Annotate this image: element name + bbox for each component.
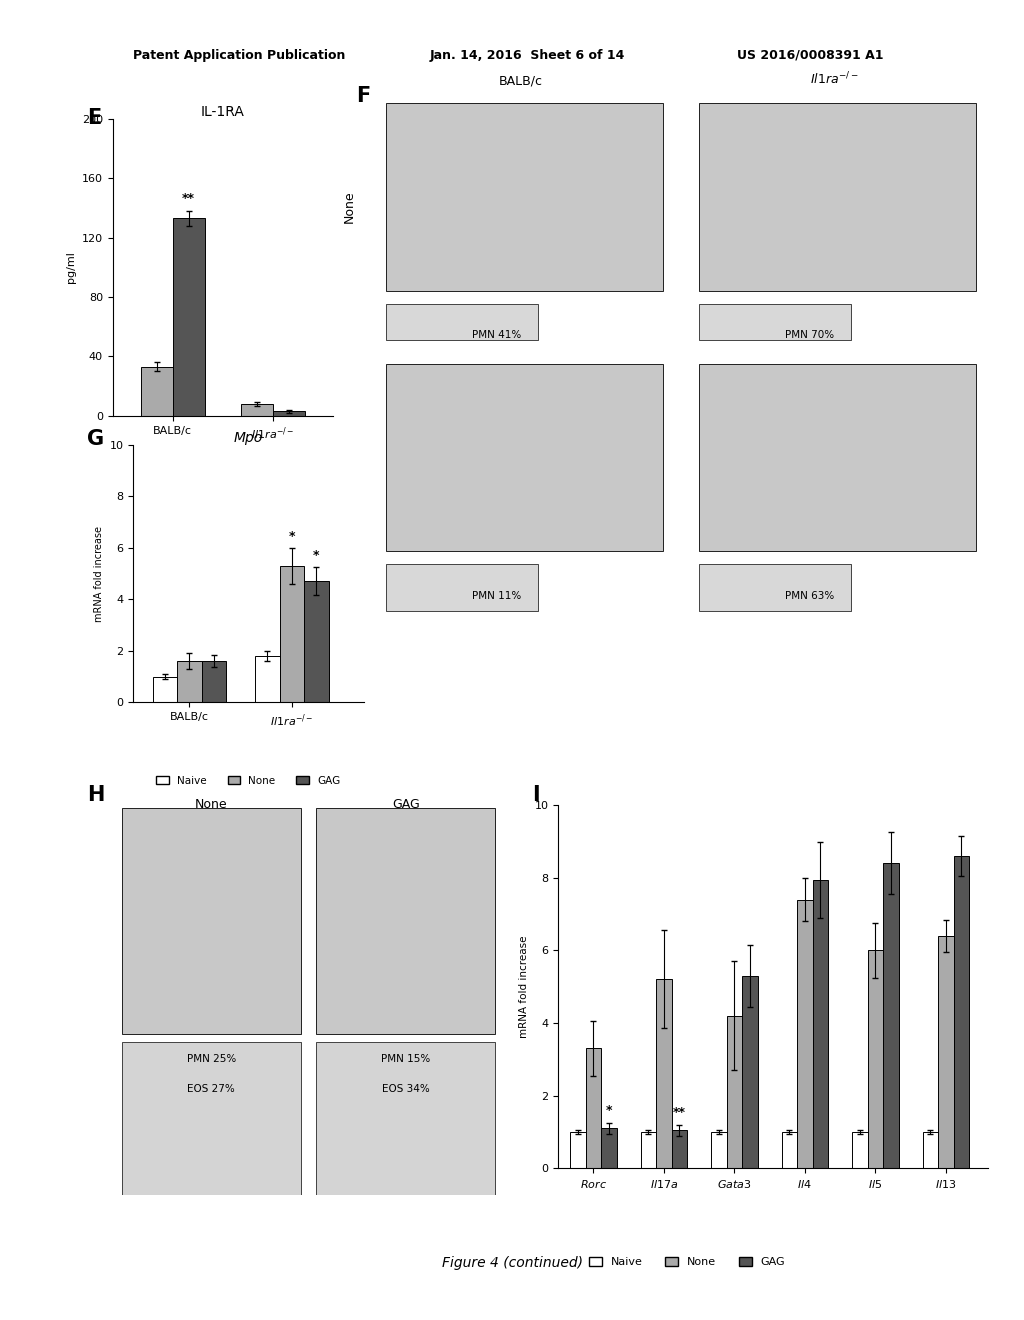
- Text: **: **: [673, 1106, 686, 1119]
- Text: BALB/c: BALB/c: [500, 74, 543, 87]
- Text: Figure 4 (continued): Figure 4 (continued): [441, 1255, 583, 1270]
- Bar: [727, 1016, 742, 1168]
- Y-axis label: pg/ml: pg/ml: [67, 251, 76, 284]
- Text: EOS 27%: EOS 27%: [187, 1084, 236, 1094]
- Text: $Il1ra^{-/-}$: $Il1ra^{-/-}$: [810, 70, 859, 87]
- Text: Patent Application Publication: Patent Application Publication: [133, 49, 345, 62]
- Y-axis label: mRNA fold increase: mRNA fold increase: [519, 936, 528, 1038]
- Bar: [923, 1131, 938, 1168]
- Bar: [241, 404, 272, 416]
- Legend: Naive, None, GAG: Naive, None, GAG: [585, 1253, 790, 1271]
- Bar: [656, 979, 672, 1168]
- Bar: [173, 218, 205, 416]
- Bar: [122, 1041, 301, 1195]
- Bar: [699, 564, 852, 611]
- Text: EOS 34%: EOS 34%: [382, 1084, 430, 1094]
- Bar: [280, 566, 304, 702]
- Text: PMN 70%: PMN 70%: [785, 330, 835, 341]
- Text: GAG: GAG: [392, 799, 420, 810]
- Bar: [153, 676, 177, 702]
- Bar: [316, 1041, 496, 1195]
- Bar: [672, 1130, 687, 1168]
- Text: GAG: GAG: [343, 454, 355, 482]
- Bar: [202, 661, 226, 702]
- Bar: [386, 363, 663, 552]
- Text: None: None: [343, 191, 355, 223]
- Bar: [641, 1131, 656, 1168]
- Title: IL-1RA: IL-1RA: [201, 104, 245, 119]
- Text: *: *: [605, 1105, 612, 1117]
- Bar: [255, 656, 280, 702]
- Text: Jan. 14, 2016  Sheet 6 of 14: Jan. 14, 2016 Sheet 6 of 14: [430, 49, 626, 62]
- Bar: [883, 863, 899, 1168]
- Text: *: *: [313, 549, 319, 562]
- Text: G: G: [87, 429, 104, 449]
- Text: PMN 15%: PMN 15%: [381, 1053, 430, 1064]
- Bar: [781, 1131, 797, 1168]
- Title: Mpo: Mpo: [233, 430, 263, 445]
- Bar: [953, 855, 969, 1168]
- Bar: [699, 363, 976, 552]
- Bar: [938, 936, 953, 1168]
- Text: F: F: [356, 86, 371, 106]
- Text: I: I: [532, 785, 540, 805]
- Bar: [742, 975, 758, 1168]
- Bar: [699, 304, 852, 341]
- Bar: [316, 808, 496, 1034]
- Bar: [386, 103, 663, 290]
- Bar: [813, 879, 828, 1168]
- Bar: [272, 412, 305, 416]
- Legend: Naive, None, GAG: Naive, None, GAG: [153, 771, 344, 789]
- Text: PMN 25%: PMN 25%: [186, 1053, 236, 1064]
- Text: PMN 11%: PMN 11%: [472, 591, 521, 601]
- Text: None: None: [195, 799, 227, 810]
- Bar: [852, 1131, 867, 1168]
- Bar: [586, 1048, 601, 1168]
- Bar: [797, 900, 813, 1168]
- Bar: [122, 808, 301, 1034]
- Text: E: E: [87, 108, 101, 128]
- Bar: [140, 367, 173, 416]
- Bar: [867, 950, 883, 1168]
- Bar: [304, 581, 329, 702]
- Bar: [386, 304, 539, 341]
- Text: PMN 63%: PMN 63%: [785, 591, 835, 601]
- Bar: [570, 1131, 586, 1168]
- Text: H: H: [87, 785, 104, 805]
- Text: **: **: [182, 191, 196, 205]
- Y-axis label: mRNA fold increase: mRNA fold increase: [94, 525, 103, 622]
- Text: *: *: [289, 529, 295, 543]
- Text: US 2016/0008391 A1: US 2016/0008391 A1: [737, 49, 884, 62]
- Bar: [699, 103, 976, 290]
- Legend: None, GAG: None, GAG: [162, 487, 284, 506]
- Bar: [386, 564, 539, 611]
- Bar: [601, 1129, 616, 1168]
- Bar: [711, 1131, 727, 1168]
- Text: PMN 41%: PMN 41%: [472, 330, 521, 341]
- Bar: [177, 661, 202, 702]
